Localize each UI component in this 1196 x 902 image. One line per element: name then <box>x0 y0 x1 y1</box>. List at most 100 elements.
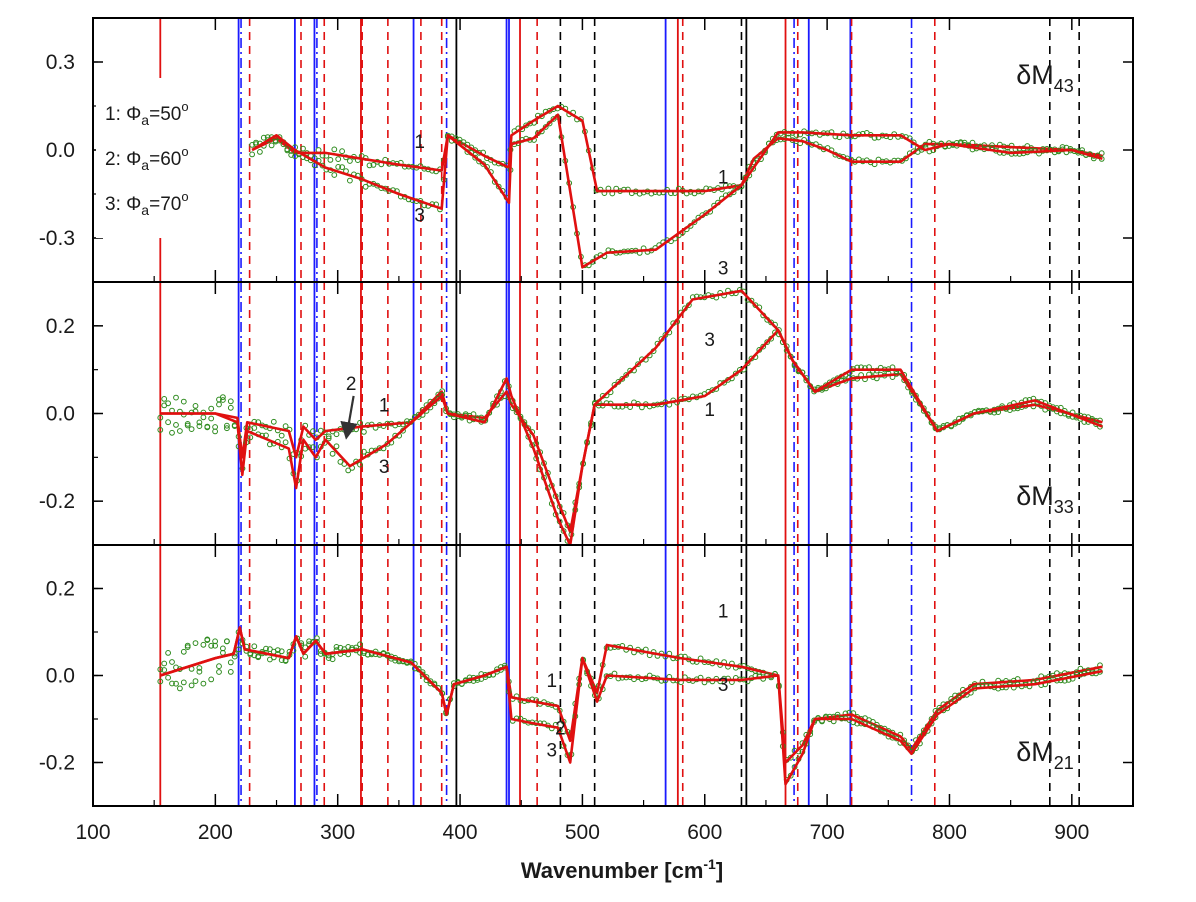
experiment-point <box>366 162 373 169</box>
experiment-point <box>325 655 332 661</box>
experiment-point <box>619 376 626 382</box>
experiment-point <box>220 645 226 652</box>
experiment-point <box>208 642 215 649</box>
experiment-point <box>347 158 353 164</box>
experiment-point <box>180 648 187 655</box>
experiment-point <box>220 397 226 403</box>
y-tick-label: -0.2 <box>39 490 75 513</box>
x-tick-label: 500 <box>565 821 600 844</box>
y-tick-label: 0.2 <box>46 315 75 338</box>
experiment-point <box>200 680 207 687</box>
experiment-points-1 <box>249 103 1105 197</box>
panel-plot-area <box>157 545 1103 806</box>
experiment-point <box>292 153 299 160</box>
experiment-point <box>306 638 313 645</box>
experiment-point <box>744 360 751 367</box>
legend-entry: 2: Φa=60o <box>105 144 189 173</box>
experiment-point <box>200 641 207 648</box>
panel-border <box>92 544 1134 807</box>
experiment-point <box>288 152 295 158</box>
experiment-point <box>339 164 346 171</box>
experiment-point <box>224 422 230 429</box>
experiment-point <box>260 134 267 141</box>
panel-M33: 2 1 3 3 1 0.2 0.0 -0.2 δM33 <box>39 282 1133 545</box>
experiment-point <box>157 427 164 433</box>
curve-label: 1 <box>704 400 715 421</box>
experiment-point <box>180 679 187 686</box>
experiment-point <box>419 671 426 678</box>
experiment-point <box>272 138 279 145</box>
experiment-point <box>310 444 316 451</box>
experiment-point <box>196 668 203 675</box>
experiment-point <box>224 638 230 645</box>
panel-label-M21: δM21 <box>1016 737 1074 773</box>
experiment-point <box>333 431 340 438</box>
experiment-point <box>173 680 179 687</box>
experiment-point <box>370 162 377 168</box>
annotation-arrow <box>340 395 358 440</box>
experiment-point <box>317 651 324 657</box>
x-axis-title: Wavenumber [cm-1] <box>521 856 723 883</box>
experiment-point <box>196 665 203 671</box>
experiment-point <box>192 403 199 409</box>
experiment-point <box>327 157 334 163</box>
experiment-point <box>357 461 363 468</box>
experiment-point <box>282 439 289 446</box>
curve-label: 1 <box>718 167 729 188</box>
experiment-point <box>435 391 442 398</box>
x-axis: 100 200 300 400 500 600 700 800 900 <box>75 18 1089 844</box>
curve-label: 3 <box>379 457 390 478</box>
curve-label: 1 <box>414 132 425 153</box>
experiment-point <box>161 402 168 409</box>
experiment-point <box>274 647 281 653</box>
curve-label: 3 <box>718 675 729 696</box>
experiment-point <box>184 421 191 427</box>
y-tick-label: -0.3 <box>39 227 75 250</box>
experiment-point <box>335 164 342 170</box>
experiment-point <box>361 429 367 435</box>
experiment-point <box>157 678 164 685</box>
experiment-point <box>347 177 353 184</box>
experiment-point <box>177 428 183 434</box>
curve-label: 2 <box>555 719 566 740</box>
experiment-point <box>278 432 285 439</box>
panel-M43: 1 3 1 3 0.3 0.0 -0.3 δM43 <box>39 18 1133 283</box>
curve-label: 1 <box>547 671 558 692</box>
y-tick-label: 0.0 <box>46 665 75 688</box>
model-curve-3 <box>159 626 1103 786</box>
experiment-points-3 <box>157 287 1103 544</box>
x-tick-label: 300 <box>320 821 355 844</box>
experiment-point <box>333 443 340 450</box>
experiment-point <box>216 663 222 670</box>
experiment-point <box>165 674 172 681</box>
experiment-point <box>331 146 338 153</box>
experiment-point <box>180 398 187 405</box>
curve-label: 1 <box>379 396 390 417</box>
x-tick-label: 600 <box>687 821 722 844</box>
experiment-point <box>764 339 771 346</box>
experiment-point <box>173 422 179 428</box>
experiment-point <box>188 426 195 433</box>
model-curve-3 <box>251 113 1103 269</box>
experiment-point <box>192 678 199 684</box>
experiment-point <box>773 131 780 138</box>
y-tick-label: -0.2 <box>39 752 75 775</box>
experiment-point <box>227 659 234 666</box>
experiment-point <box>311 162 318 169</box>
experiment-point <box>251 425 258 431</box>
legend-entry: 3: Φa=70o <box>105 189 189 218</box>
y-tick-label: 0.3 <box>46 51 75 74</box>
panel-plot-area <box>159 18 1105 282</box>
experiment-point <box>357 641 363 648</box>
experiment-point <box>165 419 172 426</box>
experiment-point <box>415 666 422 673</box>
curve-label: 3 <box>547 740 558 761</box>
legend-box <box>96 78 236 238</box>
x-tick-label: 400 <box>443 821 478 844</box>
x-tick-label: 700 <box>810 821 845 844</box>
experiment-point <box>300 145 306 152</box>
curve-label: 2 <box>346 374 357 395</box>
